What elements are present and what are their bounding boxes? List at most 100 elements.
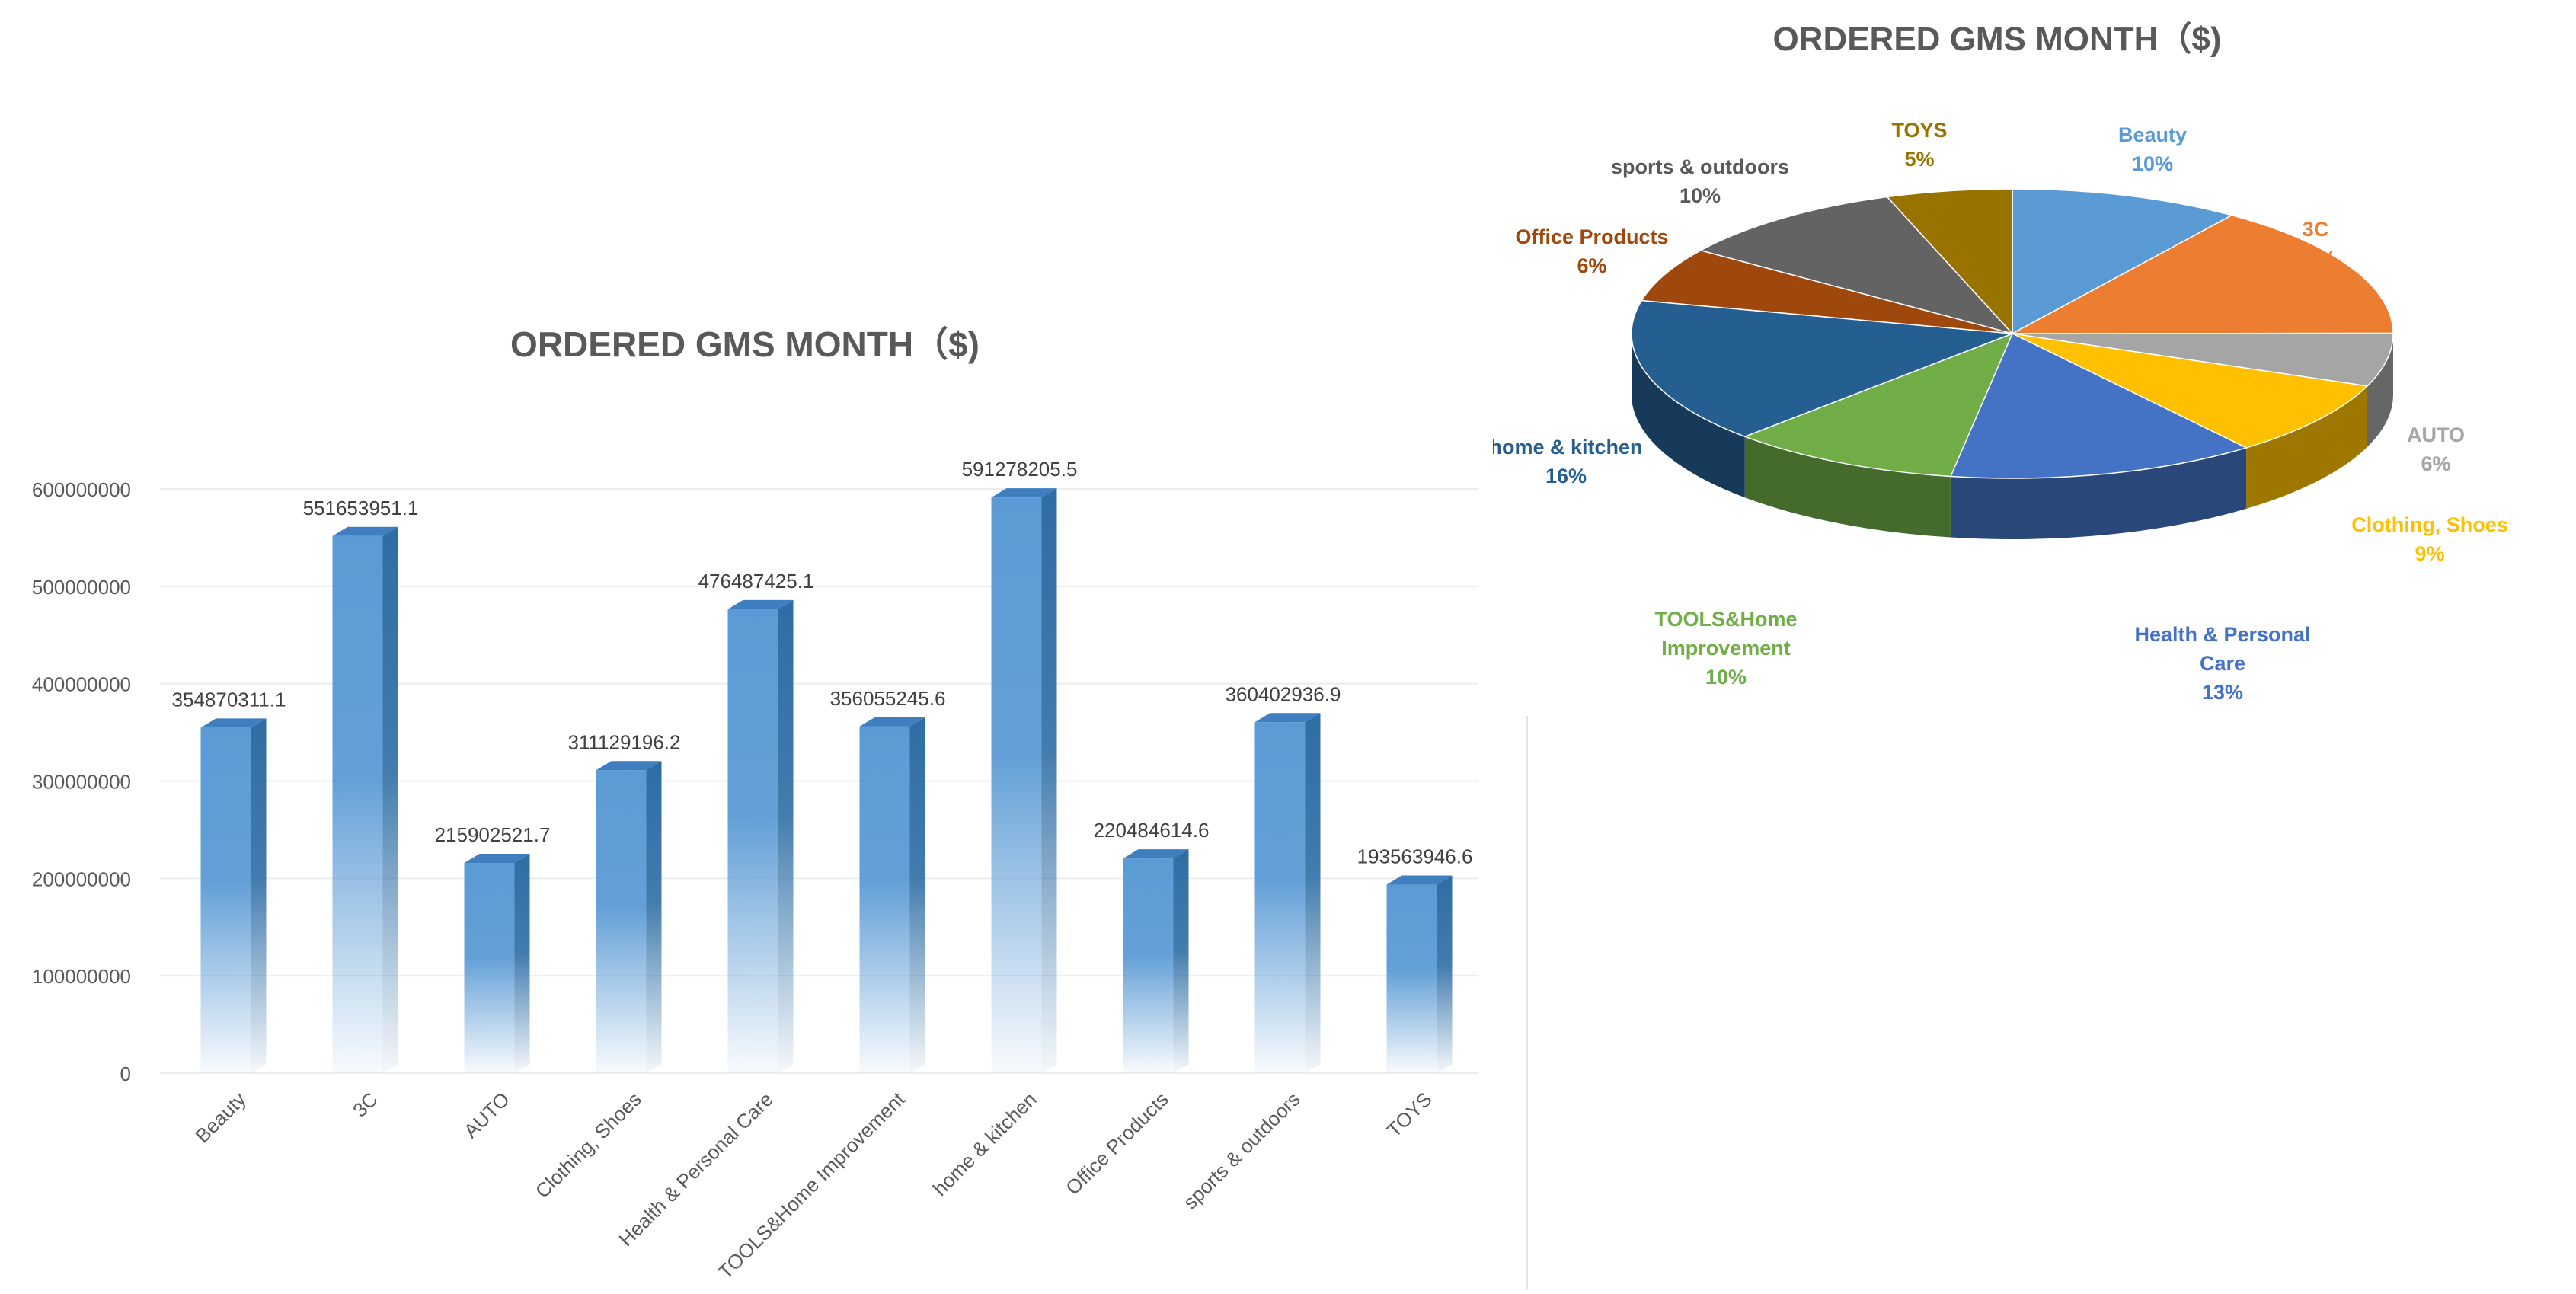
x-tick-label: 3C	[348, 1088, 382, 1122]
bar-front	[859, 726, 910, 1073]
pie-slice	[1631, 299, 2013, 438]
pie-label: Health & Personal Care	[2134, 623, 2310, 675]
pie-label: Office Products	[1515, 225, 1668, 248]
bar-top	[1254, 713, 1321, 723]
y-tick-label: 400000000	[32, 673, 131, 696]
pie-slice	[1641, 249, 2013, 334]
pie-percent-label: 15%	[2295, 247, 2336, 270]
y-tick-label: 600000000	[32, 478, 131, 501]
pie-slice	[2012, 333, 2369, 449]
pie-slice	[1743, 332, 2014, 478]
x-tick-label: sports & outdoors	[1178, 1088, 1304, 1213]
bar	[727, 599, 794, 1073]
bar-chart: ORDERED GMS MONTH（$) 0 100000000 200000000…	[32, 324, 1478, 1283]
bar-side	[514, 854, 530, 1073]
panel-divider	[1526, 713, 1528, 1290]
bar-top	[727, 599, 794, 609]
pie-slice-side	[1950, 447, 2247, 540]
bar-data-label: 356055245.6	[830, 687, 946, 710]
y-tick-label: 100000000	[32, 965, 131, 988]
bar-data-label: 354870311.1	[172, 688, 286, 711]
bar-data-label: 220484614.6	[1094, 819, 1210, 842]
bar-top	[1123, 849, 1189, 859]
bar-side	[382, 526, 398, 1073]
pie-slice	[1699, 196, 2015, 335]
bar-top	[200, 718, 267, 728]
pie-chart-panel: ORDERED GMS MONTH（$) Beauty 10% 3C 15% AUTO 6…	[1489, 0, 2576, 716]
bar-side	[1041, 488, 1057, 1073]
pie-chart: ORDERED GMS MONTH（$) Beauty 10% 3C 15% AUTO 6…	[1489, 21, 2508, 704]
pie-slice	[2012, 188, 2234, 335]
pie-label: TOOLS&Home Improvement	[1654, 608, 1797, 660]
y-tick-label: 500000000	[32, 576, 131, 599]
pie-chart-title: ORDERED GMS MONTH（$)	[1772, 21, 2221, 58]
pie-label: Clothing, Shoes	[2351, 513, 2508, 536]
x-tick-label: Health & Personal Care	[614, 1088, 777, 1251]
bar	[200, 718, 267, 1073]
bar-data-label: 476487425.1	[698, 570, 814, 593]
y-tick-label: 0	[120, 1062, 131, 1085]
bar	[991, 488, 1057, 1073]
x-tick-label: AUTO	[459, 1088, 514, 1142]
pie-percent-label: 16%	[1545, 465, 1587, 487]
bar-data-label: 215902521.7	[435, 823, 551, 846]
bar-top	[991, 488, 1057, 498]
pie-percent-label: 6%	[2421, 452, 2450, 475]
x-tick-label: Office Products	[1061, 1088, 1173, 1200]
pie-label: 3C	[2303, 218, 2329, 241]
bar-chart-title: ORDERED GMS MONTH（$)	[510, 324, 980, 364]
bar-front	[991, 497, 1042, 1073]
bar	[1123, 849, 1189, 1073]
pie-label: Beauty	[2118, 123, 2187, 146]
x-tick-label: home & kitchen	[928, 1088, 1041, 1200]
bar	[332, 526, 398, 1073]
y-tick-label: 200000000	[32, 867, 131, 890]
pie-percent-label: 13%	[2202, 681, 2243, 704]
bar	[464, 854, 530, 1073]
bar	[596, 761, 662, 1073]
pie-percent-label: 10%	[2132, 152, 2173, 175]
pie-slice	[1949, 332, 2248, 479]
bar-front	[1254, 722, 1306, 1073]
bar-top	[859, 717, 925, 727]
bar-front	[200, 727, 251, 1073]
bar-data-label: 311129196.2	[568, 730, 681, 753]
bar-top	[332, 526, 398, 536]
pie-slice	[2012, 214, 2394, 334]
pie-slice-side	[2246, 385, 2367, 509]
bar-top	[1386, 875, 1453, 885]
pie-label: TOYS	[1891, 119, 1947, 142]
bar-data-label: 360402936.9	[1226, 682, 1341, 705]
bar-side	[251, 718, 267, 1073]
pie-slice	[1886, 188, 2013, 335]
pie-label: AUTO	[2407, 423, 2465, 446]
bar-front	[332, 535, 383, 1073]
bar-top	[464, 854, 530, 864]
bar	[1254, 713, 1321, 1073]
pie-percent-label: 10%	[1680, 184, 1721, 207]
bar-side	[646, 761, 662, 1073]
y-tick-label: 300000000	[32, 771, 131, 794]
bar-top	[596, 761, 662, 771]
bar-data-label: 193563946.6	[1357, 845, 1473, 868]
bar-chart-panel: ORDERED GMS MONTH（$) 0 100000000 200000000…	[0, 314, 1508, 1290]
bar-front	[727, 609, 778, 1073]
x-tick-label: Clothing, Shoes	[531, 1088, 646, 1203]
pie-slice-side	[1632, 334, 1745, 498]
pie-label: home & kitchen	[1493, 436, 1643, 458]
bar	[1386, 875, 1453, 1073]
bar-front	[1386, 884, 1437, 1073]
pie-percent-label: 9%	[2415, 542, 2444, 565]
bar-front	[1123, 858, 1174, 1073]
bar-side	[909, 717, 925, 1073]
bar-side	[1173, 849, 1189, 1073]
bar-side	[778, 599, 794, 1073]
pie-percent-label: 10%	[1705, 666, 1747, 689]
x-tick-label: TOYS	[1382, 1088, 1437, 1142]
bar-side	[1305, 713, 1321, 1073]
bar-data-label: 551653951.1	[303, 497, 419, 519]
pie-percent-label: 5%	[1904, 148, 1934, 171]
x-tick-label: Beauty	[190, 1088, 250, 1147]
pie-slice-side	[1744, 436, 1951, 538]
bar-side	[1437, 875, 1453, 1073]
